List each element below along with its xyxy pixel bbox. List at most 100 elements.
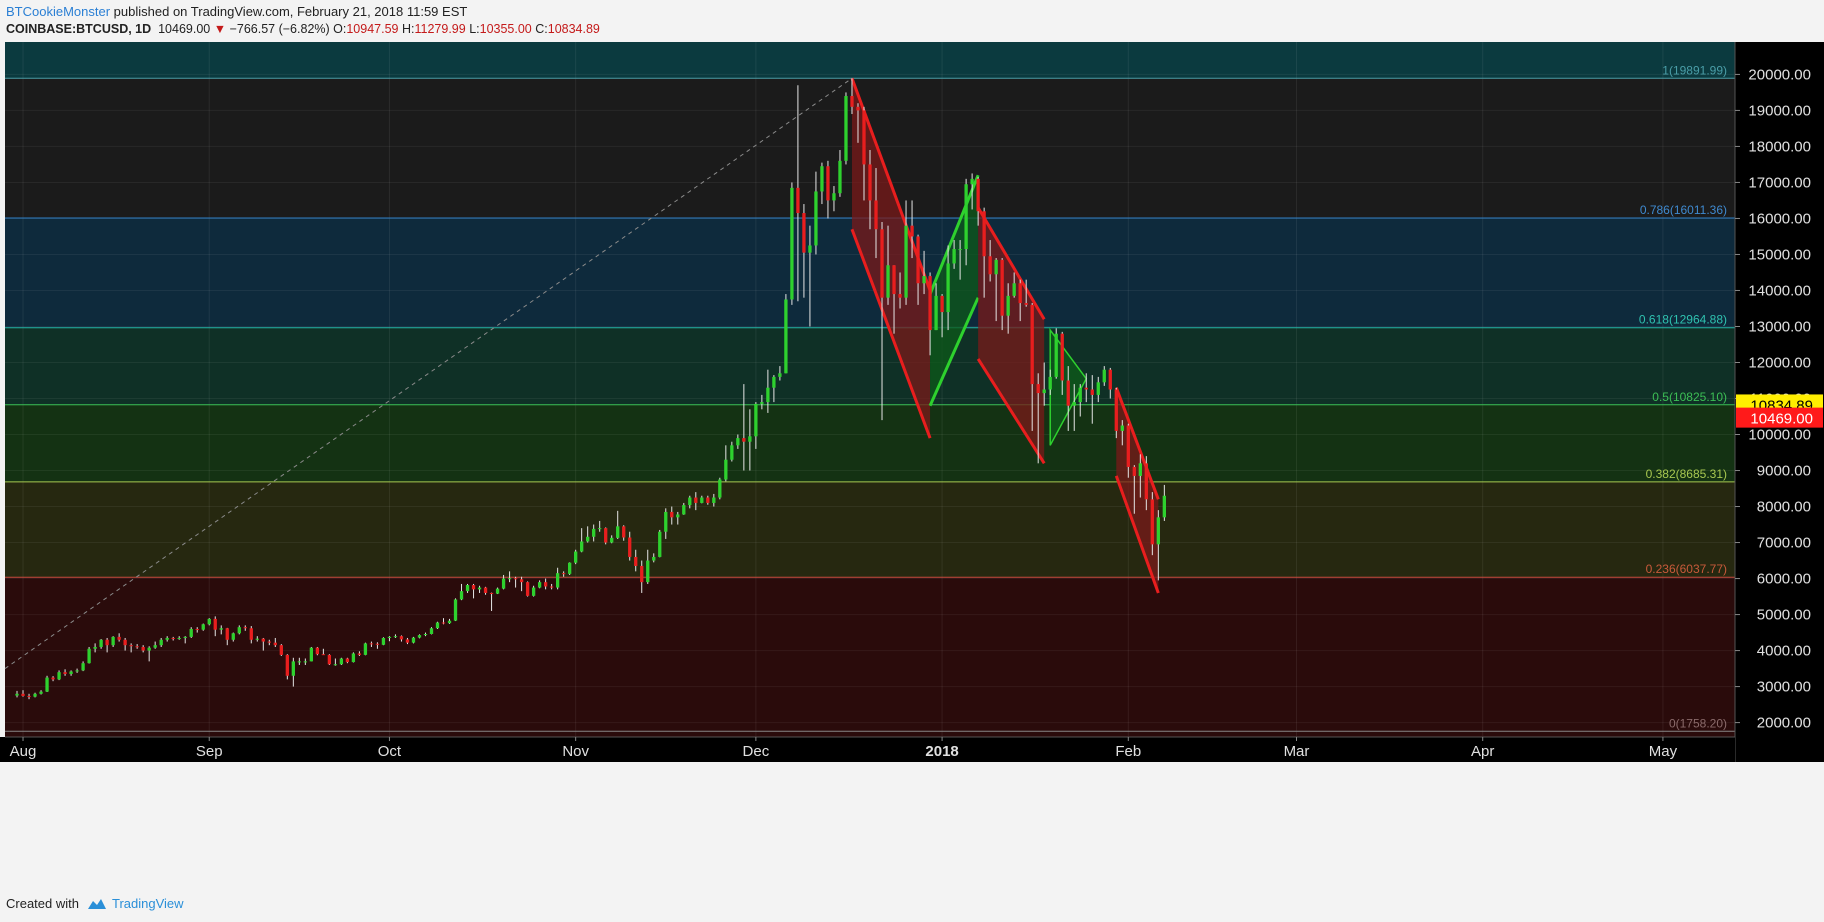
candle — [231, 632, 235, 642]
candle-body — [886, 265, 890, 298]
candle — [754, 402, 758, 449]
candle — [1042, 362, 1046, 406]
candle-body — [604, 528, 608, 543]
candle — [339, 657, 344, 665]
y-tick-label: 4000.00 — [1757, 643, 1811, 660]
price-chart[interactable]: 1(19891.99) 0.786(16011.36) 0.618(12964.88… — [0, 42, 1824, 894]
candle-body — [501, 578, 506, 589]
candle — [694, 492, 698, 511]
author-link[interactable]: BTCookieMonster — [6, 4, 111, 19]
candle — [784, 294, 788, 374]
candle-body — [429, 628, 434, 635]
fib-label: 0(1758.20) — [1669, 716, 1727, 730]
candle-body — [1132, 466, 1136, 476]
candle-body — [1012, 283, 1016, 296]
high-value: 11279.99 — [414, 22, 466, 36]
candle-body — [964, 184, 968, 250]
candle — [411, 636, 416, 644]
candle — [447, 618, 452, 624]
channel-upper-line — [976, 206, 1046, 321]
candle — [393, 634, 398, 638]
candle — [886, 225, 890, 305]
fib-zone — [5, 481, 1735, 578]
candle-body — [664, 511, 668, 532]
candle-body — [1120, 425, 1124, 431]
candle — [664, 508, 668, 539]
candle — [33, 692, 37, 698]
candle-body — [27, 695, 31, 697]
candle — [802, 204, 806, 298]
candle-body — [1114, 389, 1118, 431]
fib-label: 0.5(10825.10) — [1652, 390, 1727, 404]
candle — [970, 173, 974, 210]
candle — [465, 583, 470, 593]
candle — [964, 178, 968, 266]
candle — [688, 495, 692, 509]
candle — [543, 578, 548, 590]
candle-body — [616, 526, 620, 538]
candle-body — [772, 376, 776, 388]
candle-body — [525, 582, 530, 596]
candle-body — [1156, 517, 1160, 545]
candle — [898, 272, 902, 309]
candle-body — [826, 166, 830, 201]
candle-body — [892, 265, 896, 295]
open-value: 10947.59 — [346, 22, 399, 36]
candle — [862, 106, 866, 201]
candle-body — [592, 528, 596, 537]
candle-body — [1078, 387, 1082, 403]
candle-body — [441, 622, 446, 624]
candle — [453, 598, 458, 622]
candle — [1024, 279, 1028, 307]
fib-zone-top — [5, 42, 1735, 79]
candle-body — [393, 636, 398, 638]
candle-body — [273, 642, 277, 646]
candle-body — [147, 647, 151, 651]
candle — [916, 234, 920, 305]
candle-body — [1030, 304, 1034, 385]
candle — [994, 258, 998, 322]
candle — [123, 637, 127, 651]
candle-body — [333, 664, 338, 666]
tradingview-link[interactable]: TradingView — [87, 896, 184, 911]
candle-body — [207, 618, 211, 625]
candle-body — [135, 646, 139, 648]
candle-body — [21, 693, 25, 696]
candle-body — [57, 672, 61, 680]
candle-body — [1126, 425, 1130, 467]
candle — [646, 549, 650, 584]
candle-body — [45, 677, 49, 692]
candle-body — [778, 373, 782, 377]
candle-body — [177, 637, 181, 639]
fib-zone — [5, 327, 1735, 405]
candle — [1150, 492, 1154, 556]
candle — [1156, 510, 1160, 581]
candle — [568, 562, 572, 575]
candle-body — [1060, 333, 1064, 381]
candle — [51, 676, 55, 682]
candle — [303, 658, 307, 665]
y-tick-label: 7000.00 — [1757, 535, 1811, 552]
price-change: −766.57 (−6.82%) — [229, 22, 330, 36]
candle-body — [63, 672, 67, 674]
candle — [736, 434, 740, 449]
candle — [279, 644, 283, 656]
candle — [285, 654, 289, 680]
candle — [832, 186, 836, 212]
candle — [742, 384, 746, 471]
candle — [640, 560, 644, 593]
candle-body — [1024, 303, 1028, 305]
candle — [321, 648, 326, 656]
candle-body — [568, 562, 572, 574]
candle-body — [748, 436, 752, 442]
candle — [838, 150, 842, 197]
candle-body — [1096, 382, 1100, 395]
candle — [682, 502, 686, 515]
candle-body — [51, 677, 55, 680]
last-price: 10469.00 — [158, 22, 211, 36]
candle-body — [742, 438, 746, 442]
candle — [45, 675, 49, 692]
footer: Created with TradingView — [6, 896, 184, 911]
candle-body — [129, 645, 133, 647]
candle — [826, 160, 830, 219]
